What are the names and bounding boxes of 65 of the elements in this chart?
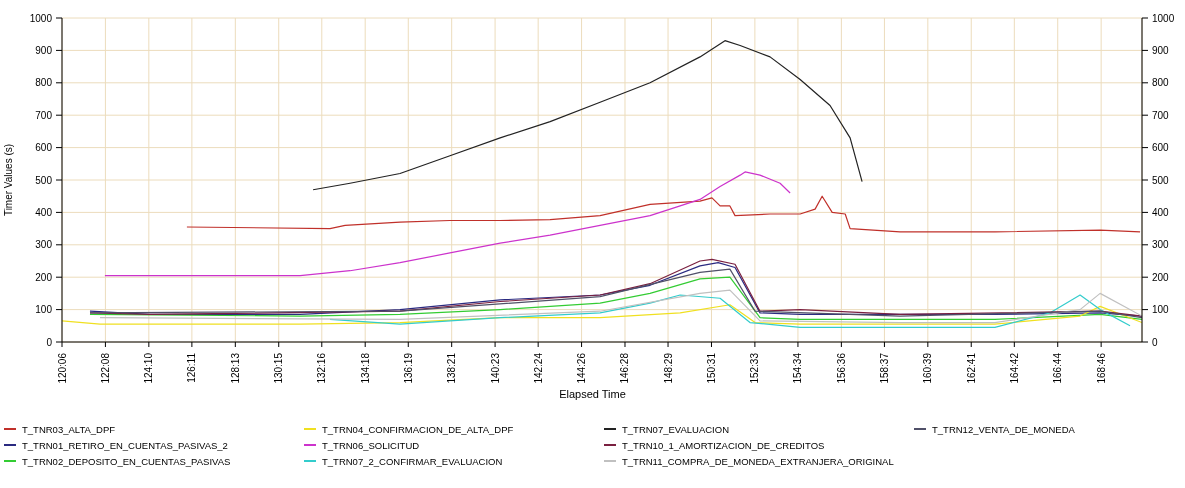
x-tick-label: 144:26 [576,352,588,384]
x-tick-label: 124:10 [143,352,155,384]
x-tick-label: 146:28 [619,352,631,384]
x-tick-label: 126:11 [186,352,198,383]
legend-label: T_TRN10_1_AMORTIZACION_DE_CREDITOS [622,439,825,451]
line-series [186,195,1141,233]
x-tick-label: 134:18 [359,352,371,384]
legend-label: T_TRN02_DEPOSITO_EN_CUENTAS_PASIVAS [22,455,231,467]
legend-label: T_TRN07_EVALUACION [622,423,729,435]
x-tick-label: 158:37 [878,352,890,384]
x-tick-label: 154:34 [792,352,804,384]
y2-tick-label: 200 [1152,271,1170,283]
x-tick-label: 130:15 [273,352,285,384]
legend-label: T_TRN04_CONFIRMACION_DE_ALTA_DPF [322,423,514,435]
y2-tick-label: 100 [1152,304,1170,316]
x-tick-label: 136:19 [402,352,414,384]
y-tick-label: 700 [35,109,53,121]
x-tick-label: 150:31 [705,352,717,384]
x-tick-label: 164:42 [1008,352,1020,384]
y-tick-label: 600 [35,142,53,154]
y2-tick-label: 700 [1152,109,1170,121]
x-tick-label: 168:46 [1095,352,1107,384]
x-tick-label: 156:36 [835,352,847,384]
legend-label: T_TRN12_VENTA_DE_MONEDA [932,423,1075,435]
x-tick-label: 128:13 [229,352,241,384]
x-tick-label: 120:06 [56,352,68,384]
x-axis-title: Elapsed Time [559,388,626,400]
y2-tick-label: 300 [1152,239,1170,251]
legend-label: T_TRN11_COMPRA_DE_MONEDA_EXTRANJERA_ORIGINAL [622,455,894,467]
line-series [62,304,1142,325]
y2-tick-label: 500 [1152,174,1170,186]
y-tick-label: 300 [35,239,53,251]
y-tick-label: 900 [35,44,53,56]
legend-label: T_TRN07_2_CONFIRMAR_EVALUACION [322,455,503,467]
y-tick-label: 800 [35,77,53,89]
y-tick-label: 100 [35,304,53,316]
y2-tick-label: 600 [1152,142,1170,154]
legend-label: T_TNR03_ALTA_DPF [22,423,116,435]
line-series [99,289,1142,324]
x-tick-label: 166:44 [1052,352,1064,384]
y2-tick-label: 900 [1152,44,1170,56]
x-tick-label: 162:41 [965,352,977,384]
x-tick-label: 132:16 [316,352,328,384]
y-tick-label: 1000 [29,12,53,24]
y-tick-label: 0 [46,336,53,348]
line-series [104,171,791,277]
legend-label: T_TRN01_RETIRO_EN_CUENTAS_PASIVAS_2 [22,439,228,451]
y-axis-title: Timer Values (s) [2,143,14,217]
x-tick-label: 160:39 [922,352,934,384]
y2-tick-label: 800 [1152,77,1170,89]
x-tick-label: 142:24 [532,352,544,384]
line-series [89,276,1142,320]
x-tick-label: 122:08 [99,352,111,384]
line-series [312,40,863,191]
y2-tick-label: 400 [1152,206,1170,218]
x-tick-label: 148:29 [662,352,674,384]
y-tick-label: 400 [35,206,53,218]
y-tick-label: 200 [35,271,53,283]
x-tick-label: 140:23 [489,352,501,384]
legend-label: T_TRN06_SOLICITUD [322,439,420,451]
x-tick-label: 152:33 [749,352,761,384]
y-tick-label: 500 [35,174,53,186]
y2-tick-label: 1000 [1152,12,1175,24]
x-tick-label: 138:21 [446,352,458,384]
y2-tick-label: 0 [1152,336,1158,348]
